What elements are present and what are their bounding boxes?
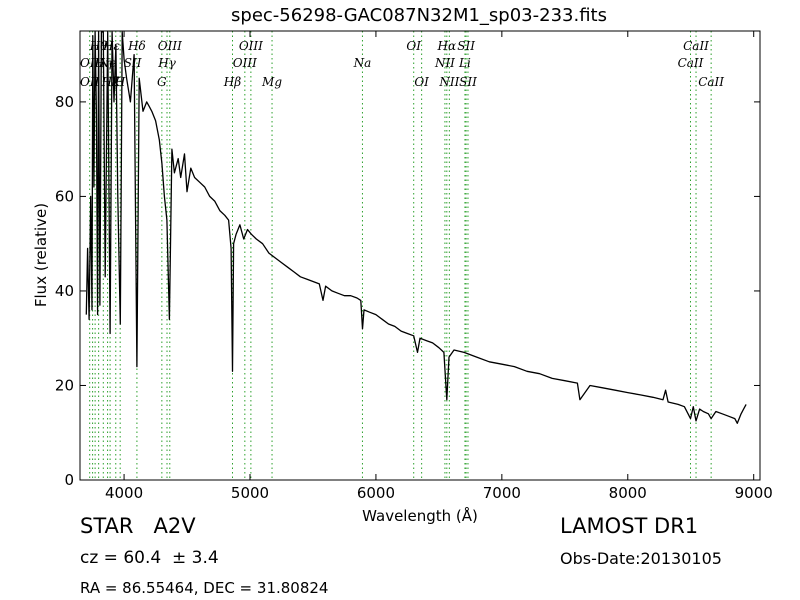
line-label-24: Li <box>458 56 471 70</box>
redshift-label: cz = 60.4 ± 3.4 <box>80 548 219 568</box>
y-tick-label-80: 80 <box>55 93 74 111</box>
x-tick-label-4000: 4000 <box>105 484 143 502</box>
line-label-21: Hα <box>437 39 457 53</box>
y-axis-label: Flux (relative) <box>32 203 50 307</box>
line-label-22: SII <box>457 39 475 53</box>
object-class-label: STAR A2V <box>80 514 196 538</box>
line-label-18: Na <box>353 56 372 70</box>
line-label-16: OIII <box>233 56 257 70</box>
line-label-23: NII <box>434 56 455 70</box>
line-label-13: G <box>157 75 167 89</box>
line-label-15: Hβ <box>223 75 241 89</box>
obs-date-label: Obs-Date:20130105 <box>560 549 722 568</box>
line-label-25: NII <box>438 75 459 89</box>
line-label-8: OII <box>80 75 100 89</box>
x-tick-label-6000: 6000 <box>357 484 395 502</box>
x-tick-label-8000: 8000 <box>609 484 647 502</box>
x-axis-label: Wavelength (Å) <box>362 506 478 525</box>
chart-title: spec-56298-GAC087N32M1_sp03-233.fits <box>231 5 607 26</box>
plot-frame <box>79 30 761 481</box>
x-tick-label-9000: 9000 <box>735 484 773 502</box>
coordinates-label: RA = 86.55464, DEC = 31.80824 <box>80 579 329 597</box>
line-label-20: OI <box>414 75 429 89</box>
x-tick-label-5000: 5000 <box>231 484 269 502</box>
line-label-2: Hδ <box>127 39 146 53</box>
y-tick-label-40: 40 <box>55 282 74 300</box>
line-label-19: OI <box>406 39 421 53</box>
line-label-17: Mg <box>261 75 282 89</box>
x-tick-label-7000: 7000 <box>483 484 521 502</box>
line-label-29: CaII <box>698 75 724 89</box>
line-label-1: Hε <box>102 39 120 53</box>
line-label-26: SII <box>459 75 477 89</box>
line-label-7: Hγ <box>157 56 176 70</box>
line-label-28: CaII <box>678 56 704 70</box>
y-tick-label-20: 20 <box>55 376 74 394</box>
axis-ticks-group: 4000 5000 6000 7000 8000 9000 0 20 40 60 80 <box>55 31 773 502</box>
y-tick-label-60: 60 <box>55 187 74 205</box>
y-tick-label-0: 0 <box>64 471 74 489</box>
line-label-12: SII <box>124 56 142 70</box>
spectrum-line <box>85 31 747 424</box>
line-label-3: OIII <box>158 39 182 53</box>
survey-label: LAMOST DR1 <box>560 514 699 538</box>
line-label-27: CaII <box>683 39 709 53</box>
line-label-14: OIII <box>239 39 263 53</box>
line-markers-group <box>89 31 712 480</box>
